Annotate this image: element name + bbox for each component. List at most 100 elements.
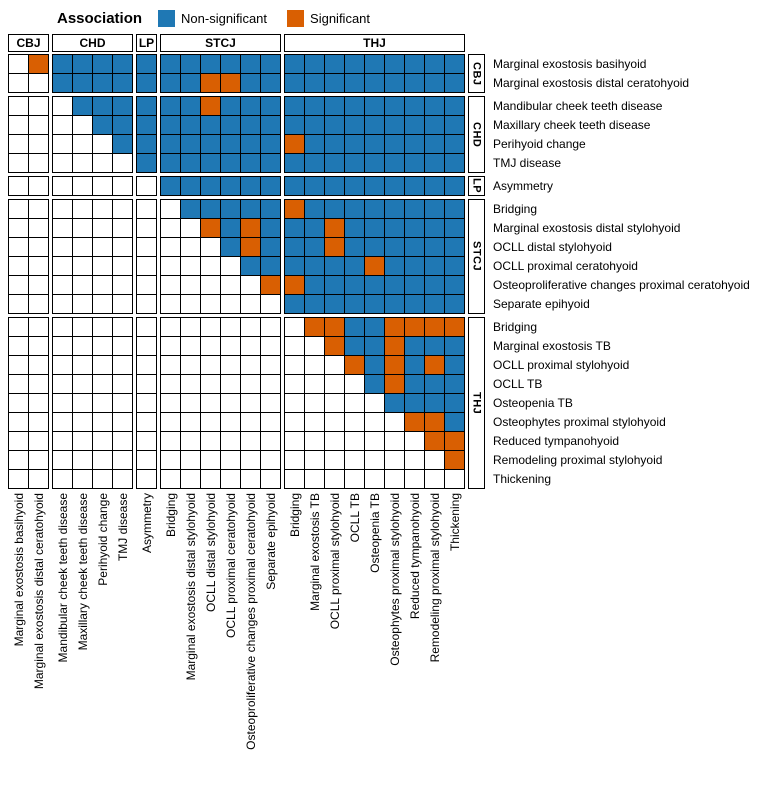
col-label: Maxillary cheek teeth disease (76, 493, 90, 651)
col-label-group-cbj: Marginal exostosis basihyoid Marginal exo… (8, 493, 49, 750)
matrix-cell (181, 394, 200, 412)
matrix-cell (201, 219, 220, 237)
matrix-cell (9, 219, 28, 237)
matrix-cell (285, 295, 304, 313)
matrix-cell (181, 154, 200, 172)
matrix-cell (113, 116, 132, 134)
col-label-wrap: Osteophytes proximal stylohyoid (385, 493, 405, 666)
matrix-row-group-chd (8, 96, 465, 173)
matrix-cell (325, 413, 344, 431)
matrix-cell (305, 413, 324, 431)
matrix-cell (137, 318, 156, 336)
column-group-header-lp: LP (136, 34, 157, 52)
row-group-strip-label: CBJ (470, 61, 483, 86)
matrix-cell (345, 356, 364, 374)
matrix-cell (261, 337, 280, 355)
matrix-cell (325, 97, 344, 115)
matrix-cell (345, 154, 364, 172)
matrix-cell (93, 177, 112, 195)
matrix-cell (365, 74, 384, 92)
matrix-cell (365, 135, 384, 153)
row-label: Bridging (493, 320, 538, 334)
matrix-cell (53, 276, 72, 294)
matrix-cell (261, 116, 280, 134)
row-label: Marginal exostosis basihyoid (493, 57, 647, 71)
matrix-cell (305, 337, 324, 355)
matrix-cell (29, 257, 48, 275)
matrix-cell (285, 257, 304, 275)
col-label-group-lp: Asymmetry (136, 493, 157, 750)
matrix-cell (445, 116, 464, 134)
matrix-cell (53, 74, 72, 92)
matrix-cell (325, 257, 344, 275)
matrix-cell (201, 177, 220, 195)
matrix-cell (305, 135, 324, 153)
matrix-cell (425, 295, 444, 313)
col-label-wrap: Mandibular cheek teeth disease (53, 493, 73, 662)
col-label: OCLL distal stylohyoid (204, 493, 218, 612)
matrix-cell (385, 337, 404, 355)
column-group-header-thj: THJ (284, 34, 465, 52)
matrix-cell (29, 238, 48, 256)
matrix-cell (181, 177, 200, 195)
matrix-cell (365, 97, 384, 115)
col-label: Perihyoid change (96, 493, 110, 586)
matrix-cell (425, 74, 444, 92)
matrix-cell (201, 413, 220, 431)
matrix-block (160, 176, 281, 196)
col-labels: Marginal exostosis basihyoid Marginal exo… (8, 493, 465, 750)
matrix-block (8, 199, 49, 314)
matrix-cell (73, 177, 92, 195)
matrix-cell (53, 97, 72, 115)
matrix-block (284, 199, 465, 314)
matrix-cell (425, 276, 444, 294)
matrix-cell (137, 295, 156, 313)
matrix-cell (241, 413, 260, 431)
matrix-cell (221, 394, 240, 412)
matrix-cell (365, 356, 384, 374)
matrix-block (8, 317, 49, 489)
row-label: TMJ disease (493, 156, 562, 170)
matrix-cell (425, 432, 444, 450)
matrix-cell (9, 337, 28, 355)
matrix-block (52, 54, 133, 93)
matrix-cell (445, 74, 464, 92)
matrix-cell (73, 318, 92, 336)
row-label: Marginal exostosis TB (493, 339, 611, 353)
matrix-cell (445, 238, 464, 256)
matrix-cell (221, 154, 240, 172)
matrix-cell (113, 154, 132, 172)
row-label: Asymmetry (493, 179, 553, 193)
matrix-cell (9, 55, 28, 73)
matrix-cell (181, 295, 200, 313)
matrix-block (160, 199, 281, 314)
matrix-row-group-stcj (8, 199, 465, 314)
matrix-cell (385, 200, 404, 218)
matrix-cell (385, 318, 404, 336)
matrix-cell (425, 55, 444, 73)
matrix-cell (445, 413, 464, 431)
col-label: TMJ disease (116, 493, 130, 562)
matrix-cell (73, 200, 92, 218)
matrix-cell (305, 432, 324, 450)
col-label-wrap: Bridging (161, 493, 181, 537)
matrix-cell (113, 276, 132, 294)
row-label-group-cbj: Marginal exostosis basihyoid Marginal exo… (488, 54, 767, 93)
col-label-wrap: Separate epihyoid (261, 493, 281, 590)
matrix-block (52, 317, 133, 489)
matrix-cell (241, 154, 260, 172)
matrix-cell (113, 451, 132, 469)
matrix-cell (181, 470, 200, 488)
matrix-cell (405, 394, 424, 412)
matrix-cell (73, 135, 92, 153)
row-labels: Marginal exostosis basihyoid Marginal exo… (488, 54, 767, 489)
matrix-cell (137, 200, 156, 218)
matrix-cell (29, 200, 48, 218)
matrix-cell (221, 413, 240, 431)
matrix-cell (445, 318, 464, 336)
matrix-cell (93, 257, 112, 275)
matrix-cell (137, 276, 156, 294)
matrix-cell (53, 177, 72, 195)
col-label: OCLL proximal ceratohyoid (224, 493, 238, 638)
matrix-cell (385, 394, 404, 412)
